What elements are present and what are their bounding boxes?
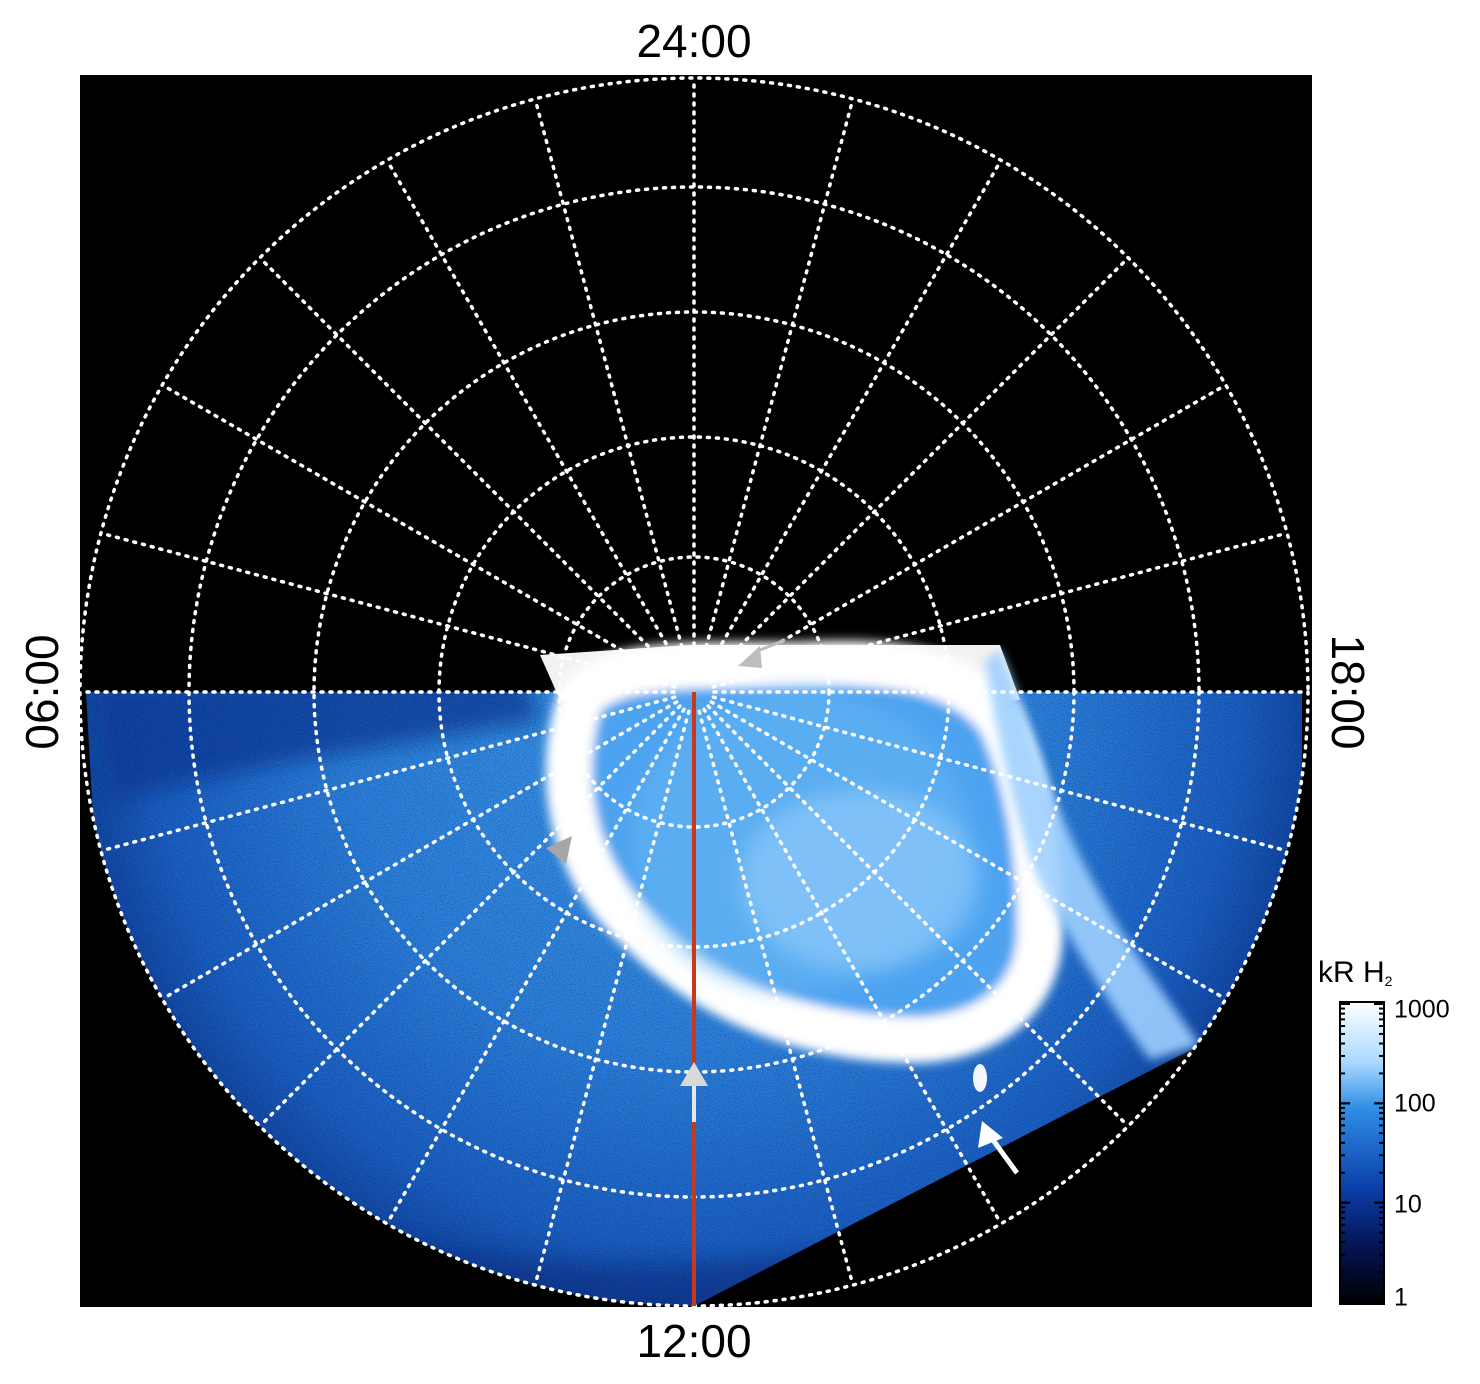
grid-spoke [99, 531, 677, 689]
colorbar-gradient-bar [1339, 1001, 1385, 1305]
local-time-label-left: 06:00 [16, 634, 68, 750]
grid-spoke [258, 256, 682, 680]
grid-spoke [385, 707, 686, 1226]
arrow-gray-up-icon [680, 1062, 708, 1122]
colorbar-tick-label: 1000 [1394, 995, 1450, 1024]
colorbar-title: kR H2 [1318, 956, 1393, 989]
local-time-label-bottom: 12:00 [636, 1315, 752, 1367]
grid-spoke [706, 704, 1130, 1128]
grid-spoke [711, 695, 1289, 853]
grid-circle [557, 555, 831, 829]
colorbar [1339, 1001, 1385, 1305]
grid-spoke [533, 709, 691, 1287]
grid-spoke [385, 158, 686, 677]
grid-spoke [697, 97, 855, 675]
arrow-white-up-left-icon [978, 1121, 1020, 1175]
grid-spoke [99, 695, 677, 853]
grid-spoke [706, 256, 1130, 680]
colorbar-tick-label: 100 [1394, 1089, 1436, 1118]
grid-spoke [709, 700, 1228, 1001]
grid-spoke [160, 700, 679, 1001]
arrow-gray-down-icon [738, 638, 786, 668]
grid-spoke [533, 97, 691, 675]
grid-spoke [702, 707, 1003, 1226]
grid-spoke [702, 158, 1003, 677]
colorbar-tick-label: 10 [1394, 1190, 1422, 1219]
local-time-label-right: 18:00 [1322, 634, 1374, 750]
colorbar-tick-label: 1 [1394, 1283, 1408, 1312]
grid-spoke [697, 709, 855, 1287]
grid-spoke [709, 383, 1228, 684]
local-time-label-top: 24:00 [636, 15, 752, 67]
arrow-gray-left-icon [546, 836, 572, 864]
grid-spoke [711, 531, 1289, 689]
grid-spoke [258, 704, 682, 1128]
grid-spoke [160, 383, 679, 684]
